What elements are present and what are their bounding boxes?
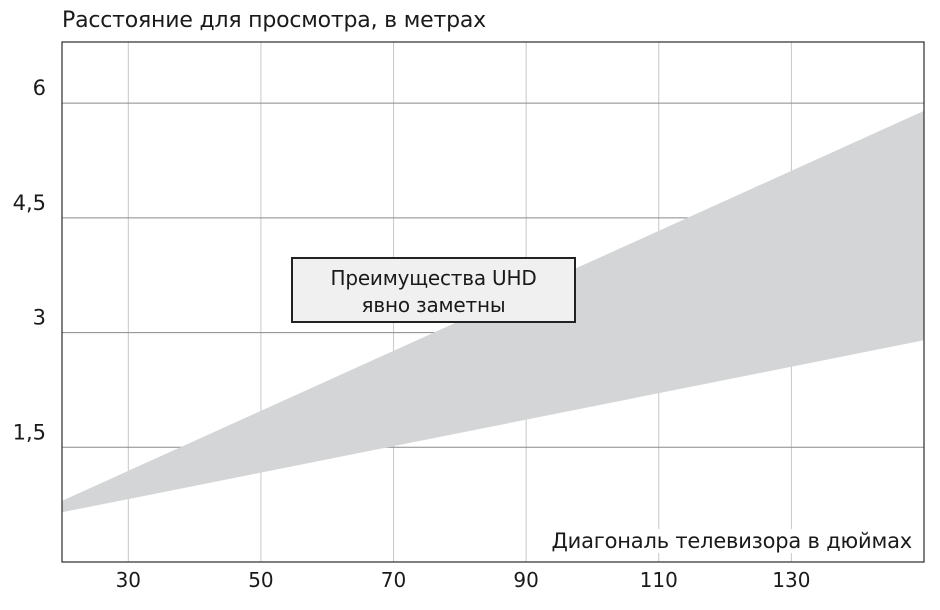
y-tick-label: 1,5 [13,420,46,444]
y-tick-label: 6 [33,76,46,100]
x-tick-label: 130 [772,568,810,592]
x-tick-labels: 30 50 70 90 110 130 [116,568,811,592]
x-tick-label: 90 [513,568,538,592]
x-tick-label: 110 [640,568,678,592]
y-tick-label: 4,5 [13,191,46,215]
x-tick-label: 70 [381,568,406,592]
y-axis-label: Расстояние для просмотра, в метрах [62,8,486,33]
plot-frame [61,41,925,563]
annotation-line-2: явно заметны [361,293,506,317]
y-tick-labels: 1,5 3 4,5 6 [13,76,46,444]
y-tick-label: 3 [33,306,46,330]
x-tick-label: 30 [116,568,141,592]
annotation-box: Преимущества UHD явно заметны [291,257,576,323]
annotation-line-1: Преимущества UHD [330,266,537,290]
x-axis-label: Диагональ телевизора в дюймах [549,529,914,553]
x-tick-label: 50 [248,568,273,592]
